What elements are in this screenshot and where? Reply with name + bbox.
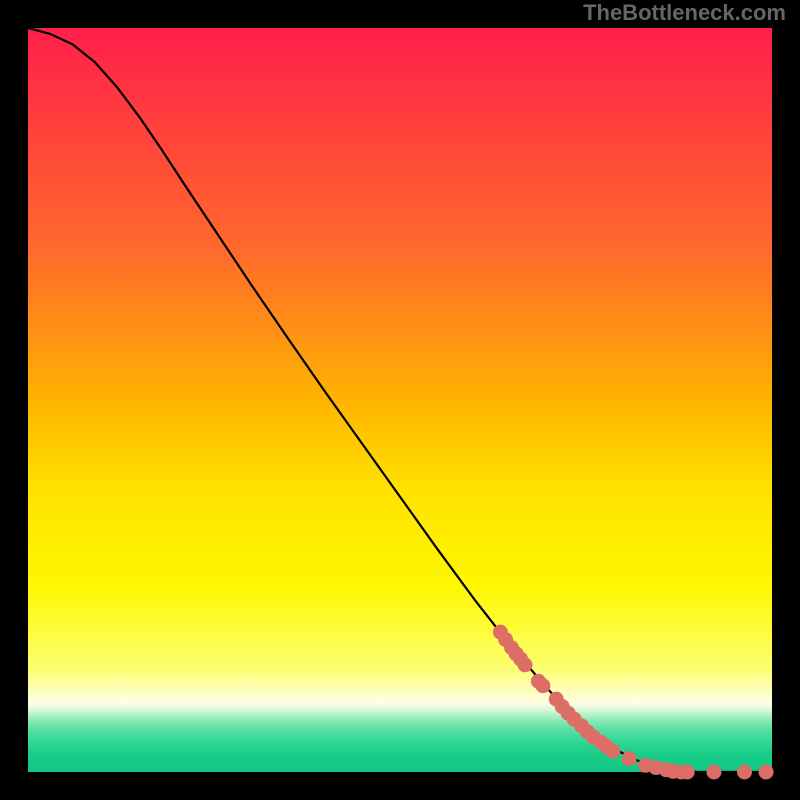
data-point: [517, 657, 532, 672]
data-point: [622, 751, 637, 766]
data-point: [680, 765, 695, 780]
data-point: [759, 765, 774, 780]
data-point: [737, 765, 752, 780]
data-point: [706, 765, 721, 780]
watermark-text: TheBottleneck.com: [583, 0, 786, 26]
chart-container: TheBottleneck.com: [0, 0, 800, 800]
data-point: [535, 678, 550, 693]
data-point: [605, 744, 620, 759]
plot-background: [28, 28, 772, 772]
chart-svg: [0, 0, 800, 800]
